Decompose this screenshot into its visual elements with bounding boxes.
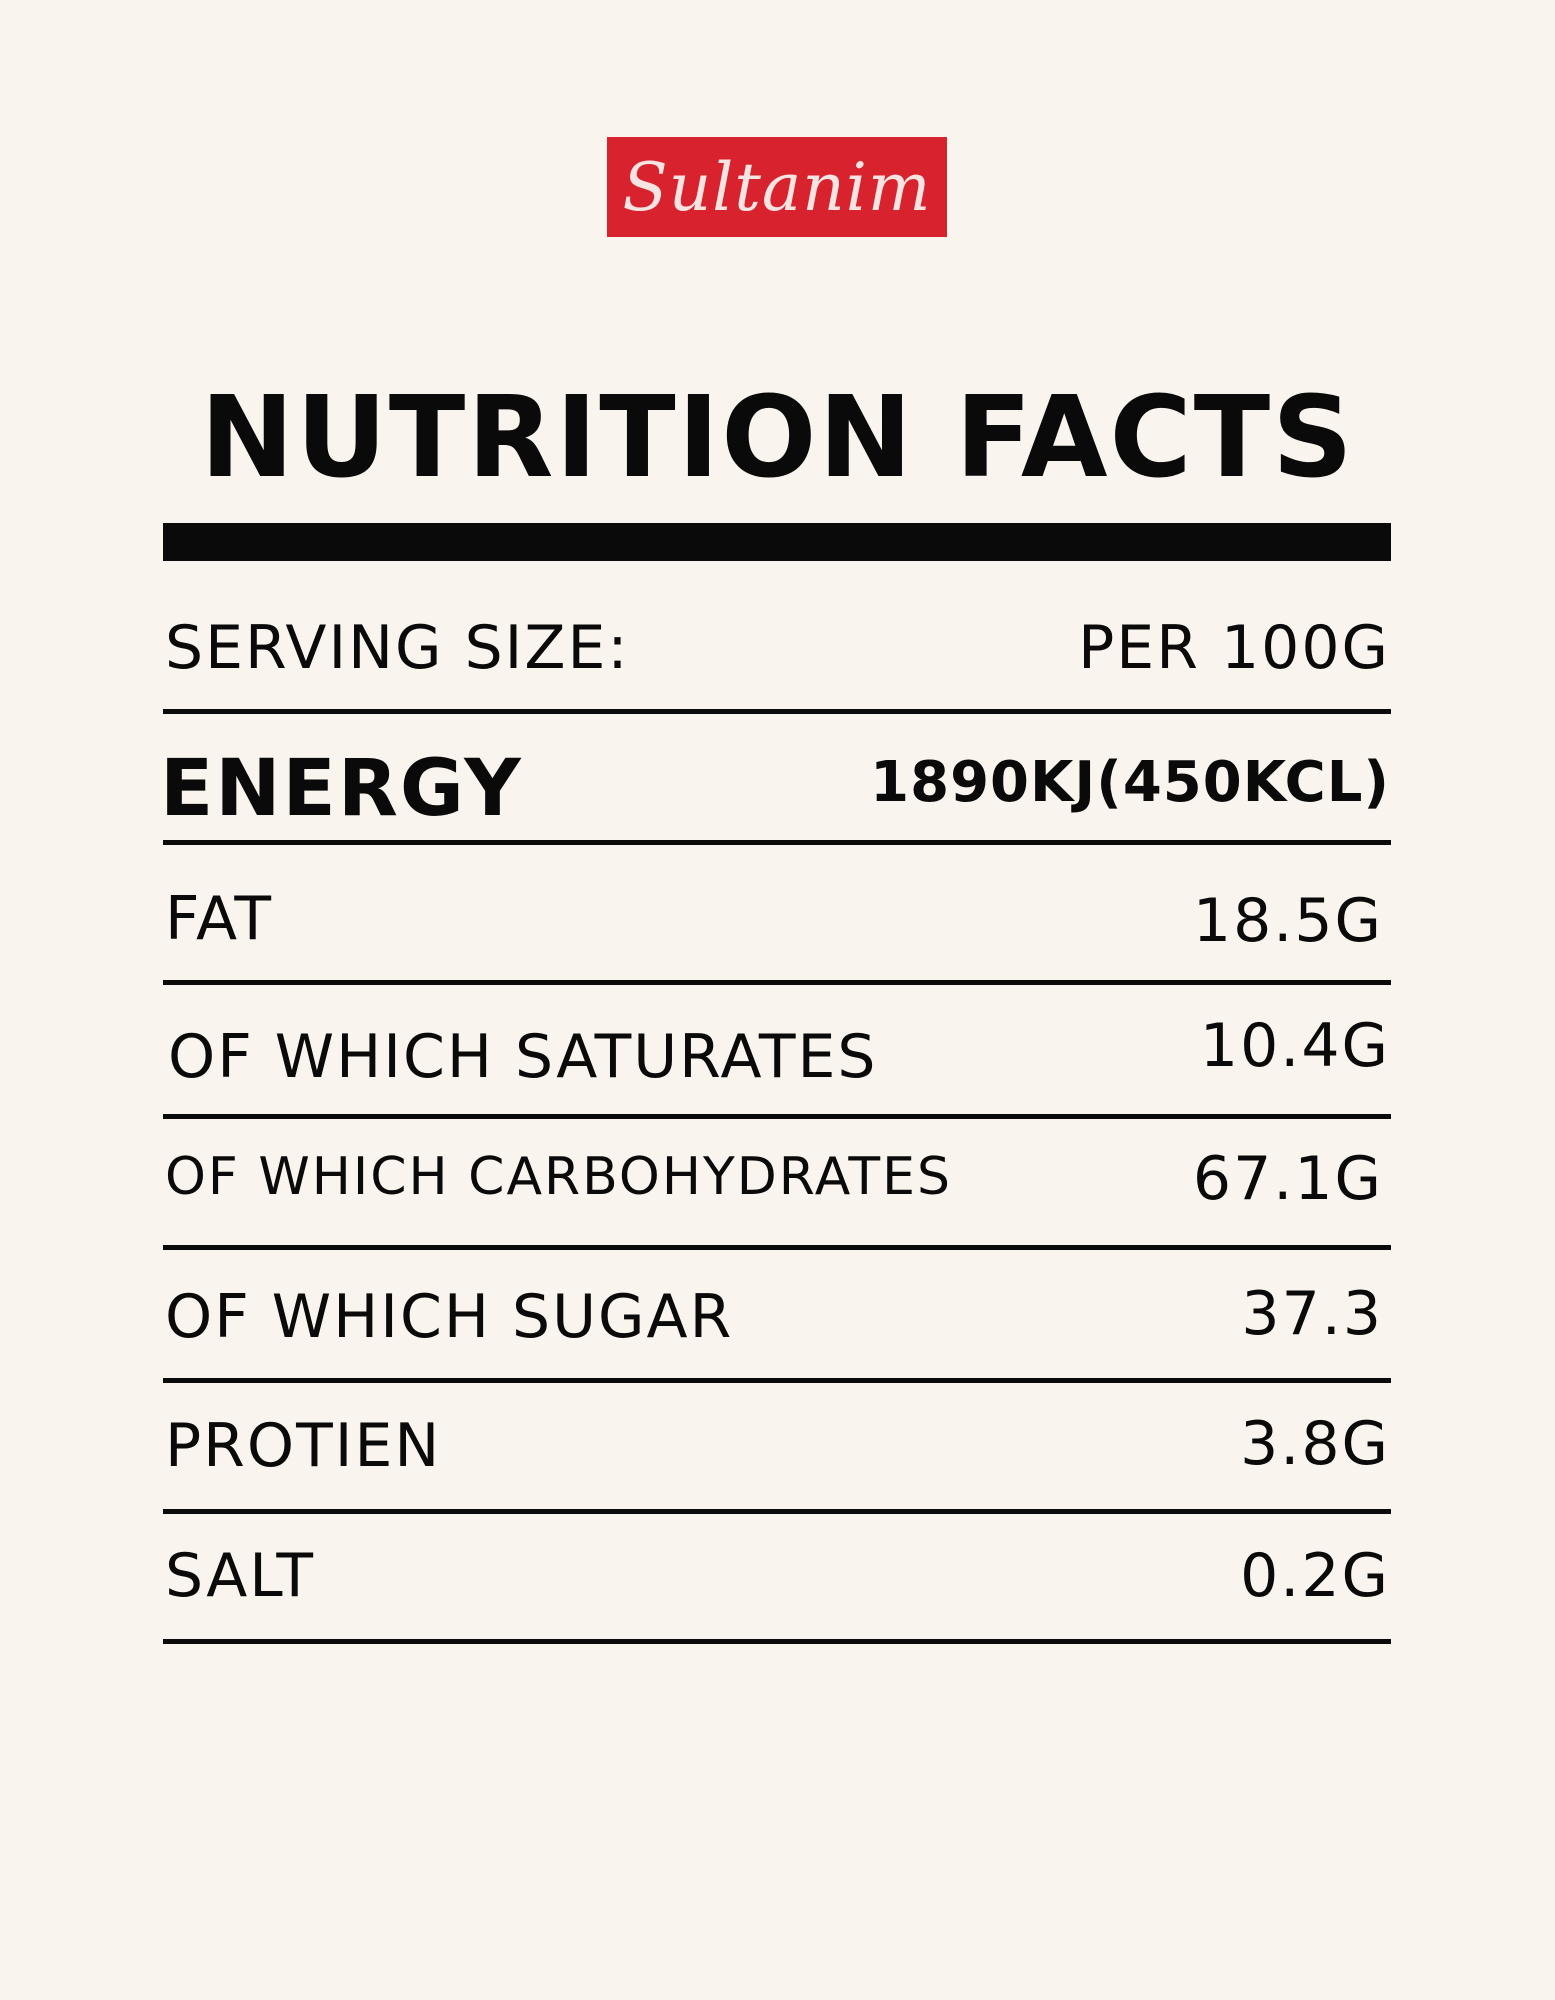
divider	[163, 1245, 1391, 1250]
protein-value: 3.8G	[1240, 1409, 1390, 1479]
protein-label: PROTIEN	[165, 1411, 442, 1481]
logo-text: Sultanim	[622, 148, 932, 226]
salt-value: 0.2G	[1240, 1541, 1390, 1611]
salt-label: SALT	[165, 1541, 316, 1611]
fat-label: FAT	[165, 884, 274, 954]
sugar-label: OF WHICH SUGAR	[165, 1282, 734, 1352]
divider	[163, 1509, 1391, 1514]
saturates-value: 10.4G	[1199, 1011, 1390, 1081]
saturates-label: OF WHICH SATURATES	[168, 1022, 878, 1092]
divider	[163, 980, 1391, 985]
brand-logo: Sultanim	[607, 137, 947, 237]
divider	[163, 1639, 1391, 1644]
carbohydrates-value: 67.1G	[1192, 1144, 1383, 1214]
energy-value: 1890KJ(450KCL)	[870, 750, 1390, 815]
page-title: NUTRITION FACTS	[200, 373, 1355, 503]
divider	[163, 1378, 1391, 1383]
energy-label: ENERGY	[160, 744, 523, 834]
carbohydrates-label: OF WHICH CARBOHYDRATES	[165, 1147, 952, 1207]
divider	[163, 1114, 1391, 1119]
fat-value: 18.5G	[1192, 886, 1383, 956]
sugar-value: 37.3	[1241, 1279, 1383, 1349]
title-divider-bar	[163, 523, 1391, 561]
divider	[163, 709, 1391, 714]
divider	[163, 840, 1391, 845]
serving-size-value: PER 100G	[1078, 613, 1390, 683]
serving-size-label: SERVING SIZE:	[165, 613, 630, 683]
